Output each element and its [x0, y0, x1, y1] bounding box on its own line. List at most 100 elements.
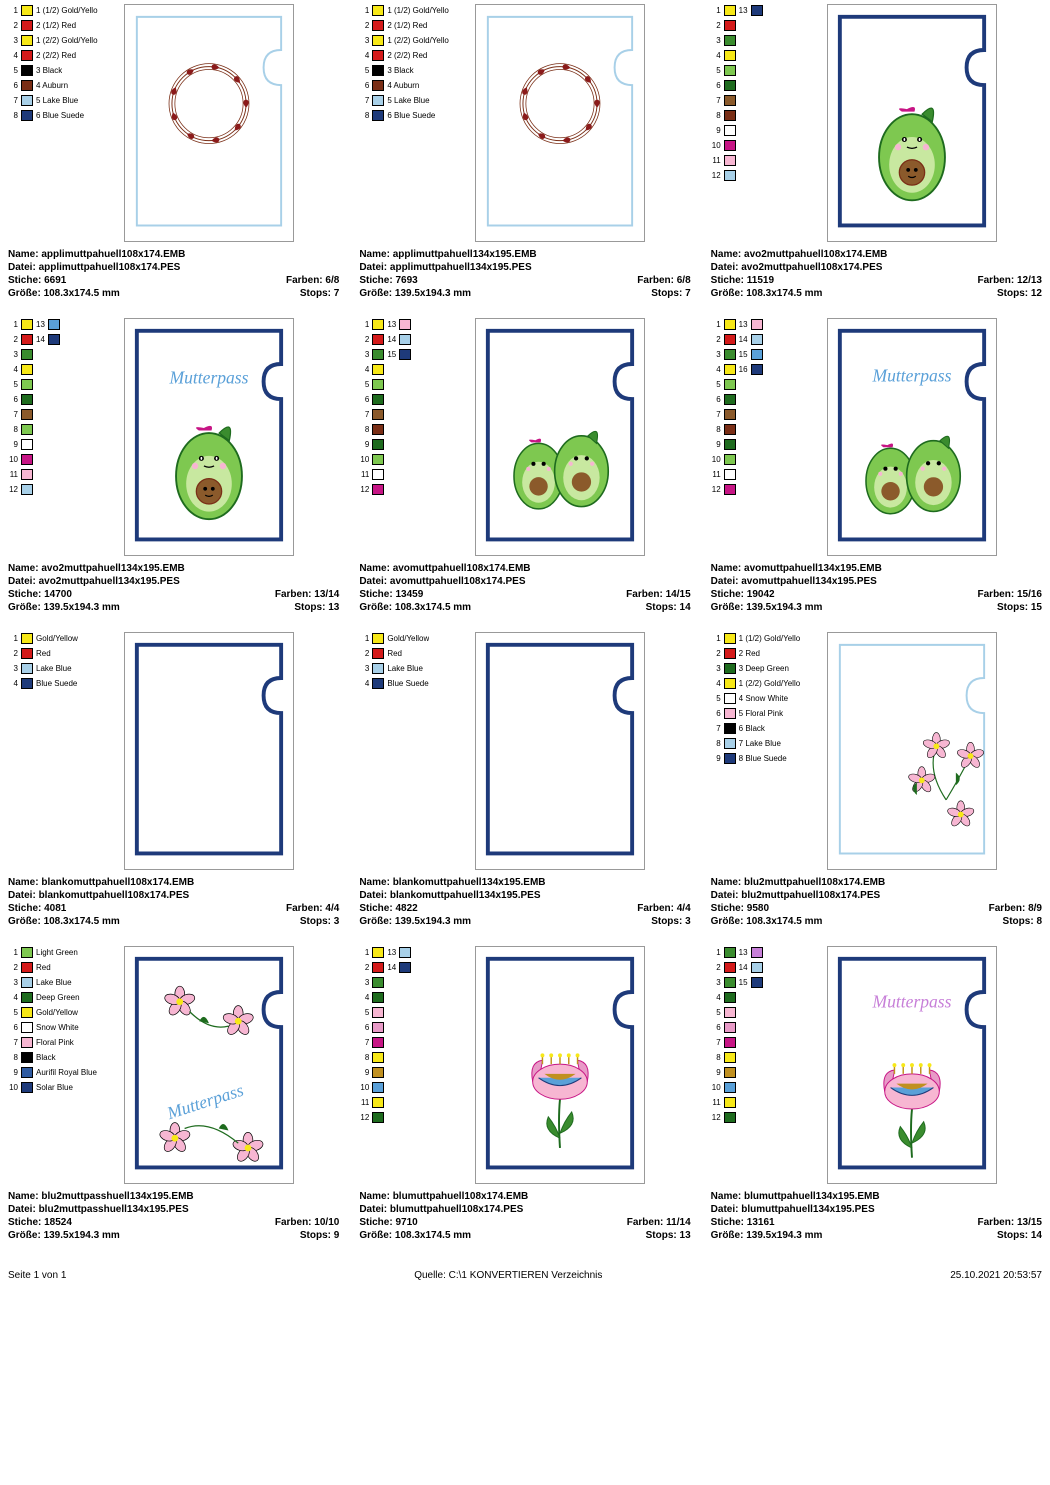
value-name: blankomuttpahuell134x195.EMB [393, 877, 546, 888]
palette-label: 4 Auburn [36, 81, 68, 90]
palette-num: 7 [711, 96, 721, 105]
palette-label: Lake Blue [387, 664, 423, 673]
palette-label: Blue Suede [387, 679, 428, 688]
palette-label: Gold/Yellow [387, 634, 429, 643]
design-grid: 1 1 (1/2) Gold/Yello 2 2 (1/2) Red 3 1 (… [8, 4, 1042, 1242]
palette-swatch [21, 992, 33, 1003]
design-metadata: Name: blankomuttpahuell134x195.EMB Datei… [359, 876, 690, 928]
value-stops: 13 [680, 1230, 691, 1241]
palette-num: 1 [711, 948, 721, 957]
label-stitches: Stiche: [359, 275, 392, 286]
label-size: Größe: [711, 1230, 744, 1241]
label-name: Name: [8, 1191, 39, 1202]
palette-label: 14 [387, 963, 396, 972]
palette-swatch [724, 962, 736, 973]
palette-swatch [372, 424, 384, 435]
palette-swatch [724, 20, 736, 31]
palette-num: 5 [711, 694, 721, 703]
palette-num: 4 [359, 365, 369, 374]
palette-swatch [724, 1007, 736, 1018]
palette-num: 9 [711, 440, 721, 449]
palette-label: 15 [387, 350, 396, 359]
label-colors: Farben: [978, 589, 1015, 600]
palette-row: 4 2 (2/2) Red [359, 49, 469, 62]
label-file: Datei: [359, 262, 387, 273]
palette-swatch [724, 65, 736, 76]
value-stops: 9 [334, 1230, 340, 1241]
palette-num: 12 [711, 171, 721, 180]
palette-num: 8 [359, 425, 369, 434]
palette-num: 10 [711, 455, 721, 464]
palette-swatch [21, 1052, 33, 1063]
palette-row: 7 Floral Pink [8, 1036, 118, 1049]
palette-num: 3 [711, 978, 721, 987]
palette-label: Blue Suede [36, 679, 77, 688]
palette-num: 1 [359, 948, 369, 957]
palette-swatch [724, 349, 736, 360]
color-palette: 1 1 (1/2) Gold/Yello 2 2 Red 3 3 Deep Gr… [711, 632, 821, 870]
palette-row: 5 3 Black [8, 64, 118, 77]
palette-swatch [724, 140, 736, 151]
palette-swatch [724, 170, 736, 181]
palette-num: 11 [711, 470, 721, 479]
palette-row: 3 [359, 976, 469, 989]
svg-text:Mutterpass: Mutterpass [871, 366, 951, 386]
palette-swatch [724, 334, 736, 345]
palette-num: 8 [711, 1053, 721, 1062]
palette-row: 2 14 [359, 961, 469, 974]
palette-row: 9 [359, 438, 469, 451]
palette-swatch [21, 20, 33, 31]
design-metadata: Name: avo2muttpahuell108x174.EMB Datei: … [711, 248, 1042, 300]
palette-row: 2 Red [8, 647, 118, 660]
palette-num: 5 [8, 1008, 18, 1017]
palette-label: Lake Blue [36, 664, 72, 673]
palette-row: 7 [359, 1036, 469, 1049]
palette-row: 3 15 [711, 976, 821, 989]
design-metadata: Name: blu2muttpahuell108x174.EMB Datei: … [711, 876, 1042, 928]
palette-num: 1 [359, 6, 369, 15]
palette-row: 11 [711, 1096, 821, 1109]
palette-swatch [372, 992, 384, 1003]
palette-row: 8 [711, 1051, 821, 1064]
palette-num: 10 [711, 141, 721, 150]
palette-row: 7 [359, 408, 469, 421]
design-thumbnail [827, 632, 997, 870]
palette-num: 6 [359, 1023, 369, 1032]
palette-label: 14 [739, 963, 748, 972]
label-stops: Stops: [651, 288, 682, 299]
palette-swatch [21, 1022, 33, 1033]
palette-label: 4 Auburn [387, 81, 419, 90]
design-card: 1 13 2 3 4 5 6 [711, 4, 1042, 300]
label-size: Größe: [359, 1230, 392, 1241]
palette-swatch [724, 648, 736, 659]
palette-label: 2 (2/2) Red [36, 51, 76, 60]
palette-swatch [372, 947, 384, 958]
palette-num: 1 [359, 320, 369, 329]
palette-num: 12 [711, 1113, 721, 1122]
palette-swatch [372, 633, 384, 644]
label-stitches: Stiche: [359, 589, 392, 600]
color-palette: 1 1 (1/2) Gold/Yello 2 2 (1/2) Red 3 1 (… [8, 4, 118, 242]
palette-swatch [372, 1022, 384, 1033]
value-size: 108.3x174.5 mm [395, 602, 471, 613]
palette-swatch [372, 409, 384, 420]
palette-row: 11 [711, 468, 821, 481]
palette-label: 2 (1/2) Red [387, 21, 427, 30]
palette-label: 15 [739, 350, 748, 359]
label-stitches: Stiche: [8, 589, 41, 600]
palette-swatch [724, 439, 736, 450]
palette-swatch [21, 439, 33, 450]
palette-label: 15 [739, 978, 748, 987]
design-metadata: Name: avomuttpahuell134x195.EMB Datei: a… [711, 562, 1042, 614]
palette-num: 2 [711, 21, 721, 30]
palette-label: Floral Pink [36, 1038, 74, 1047]
label-colors: Farben: [286, 275, 323, 286]
palette-row: 9 8 Blue Suede [711, 752, 821, 765]
palette-swatch [372, 678, 384, 689]
palette-swatch [372, 1067, 384, 1078]
design-thumbnail: Mutterpass [827, 946, 997, 1184]
palette-num: 3 [359, 350, 369, 359]
value-size: 108.3x174.5 mm [44, 916, 120, 927]
value-colors: 10/10 [314, 1217, 339, 1228]
palette-label: 5 Floral Pink [739, 709, 783, 718]
